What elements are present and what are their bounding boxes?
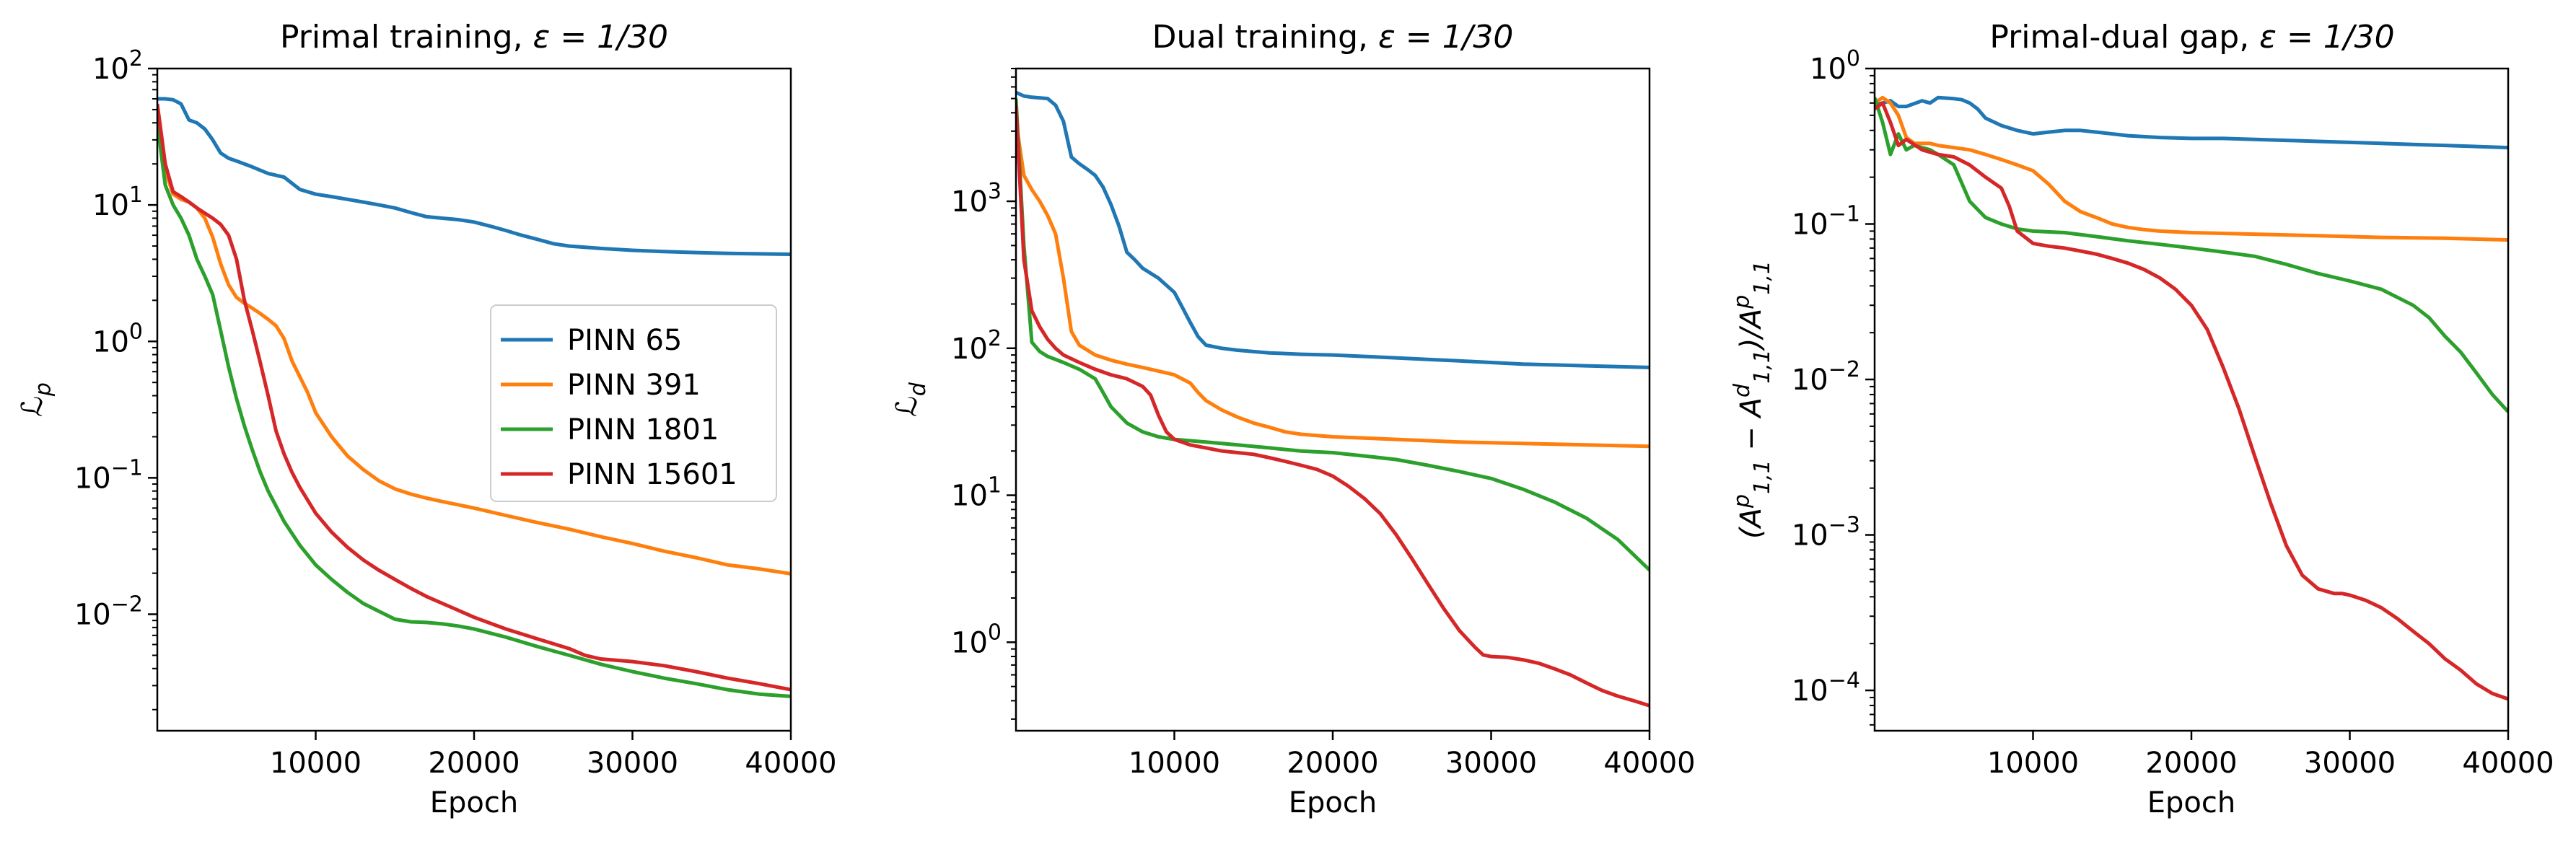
- x-tick-label: 30000: [2304, 747, 2396, 780]
- chart-title-math: ε = 1/30: [2259, 19, 2394, 56]
- y-tick-label: 10−2: [74, 592, 143, 632]
- panel-dual-training: Dual training, ε = 1/30 100 101 102 103 1000…: [890, 19, 1696, 819]
- x-tick-label: 20000: [428, 747, 520, 780]
- x-axis-label: Epoch: [2147, 786, 2235, 819]
- y-tick-label: 10−3: [1792, 513, 1860, 553]
- series-line: [157, 109, 791, 576]
- plot-frame: [1015, 67, 1651, 732]
- chart-title-text: Primal training,: [280, 19, 533, 56]
- legend-label: PINN 391: [567, 369, 701, 402]
- legend-frame: [490, 304, 777, 502]
- series-line: [1875, 101, 2508, 701]
- panel-primal-training: Primal training, ε = 1/30 10−2 10−1 100 101…: [16, 19, 837, 819]
- chart-title-math: ε = 1/30: [1378, 19, 1513, 56]
- y-axis-label: (Ap1,1 − Ad1,1)/Ap1,1: [1730, 260, 1775, 539]
- y-tick-label: 102: [92, 46, 143, 86]
- chart-title: Dual training, ε = 1/30: [1152, 19, 1514, 56]
- x-axis-label: Epoch: [430, 786, 518, 819]
- legend-label: PINN 15601: [567, 458, 737, 491]
- x-tick-label: 20000: [2145, 747, 2237, 780]
- chart-title-text: Dual training,: [1152, 19, 1378, 56]
- legend-label: PINN 65: [567, 324, 682, 357]
- y-tick-label: 101: [92, 183, 143, 222]
- y-tick-label: 100: [1810, 46, 1860, 86]
- x-tick-label: 10000: [1129, 747, 1220, 780]
- legend-label: PINN 1801: [567, 413, 719, 447]
- series-line: [157, 97, 791, 256]
- y-tick-label: 102: [951, 326, 1002, 366]
- x-tick-label: 10000: [1987, 747, 2079, 780]
- chart-title: Primal training, ε = 1/30: [280, 19, 668, 56]
- x-tick-label: 30000: [1445, 747, 1537, 780]
- x-tick-label: 40000: [2462, 747, 2554, 780]
- x-axis-label: Epoch: [1289, 786, 1377, 819]
- x-tick-label: 10000: [270, 747, 362, 780]
- y-tick-label: 10−4: [1792, 668, 1860, 708]
- series-line: [1016, 90, 1650, 369]
- x-tick-label: 20000: [1287, 747, 1378, 780]
- y-tick-label: 103: [951, 179, 1002, 219]
- series-line: [1016, 98, 1650, 572]
- series-line: [157, 122, 791, 698]
- y-tick-label: 100: [951, 620, 1002, 659]
- panel-primal-dual-gap: Primal-dual gap, ε = 1/30 10−4 10−3 10−2 10…: [1730, 19, 2554, 819]
- series-line: [1016, 120, 1650, 449]
- legend: PINN 65 PINN 391 PINN 1801 PINN 15601: [490, 304, 777, 502]
- series-line: [157, 103, 791, 692]
- y-tick-label: 10−1: [74, 455, 143, 495]
- y-axis-label: ℒd: [890, 382, 931, 417]
- plot-frame: [156, 67, 792, 732]
- plot-frame: [1873, 67, 2510, 732]
- series-line: [1016, 105, 1650, 708]
- y-tick-label: 10−1: [1792, 202, 1860, 242]
- chart-title-text: Primal-dual gap,: [1989, 19, 2259, 56]
- series-line: [1875, 95, 2508, 150]
- x-tick-label: 40000: [745, 747, 836, 780]
- y-tick-label: 10−2: [1792, 357, 1860, 397]
- chart-title: Primal-dual gap, ε = 1/30: [1989, 19, 2394, 56]
- chart-title-math: ε = 1/30: [533, 19, 668, 56]
- y-tick-label: 100: [92, 319, 143, 359]
- x-tick-label: 40000: [1603, 747, 1695, 780]
- y-axis-label: ℒp: [16, 382, 56, 417]
- series-line: [1875, 95, 2508, 242]
- x-tick-label: 30000: [587, 747, 678, 780]
- y-tick-label: 101: [951, 473, 1002, 513]
